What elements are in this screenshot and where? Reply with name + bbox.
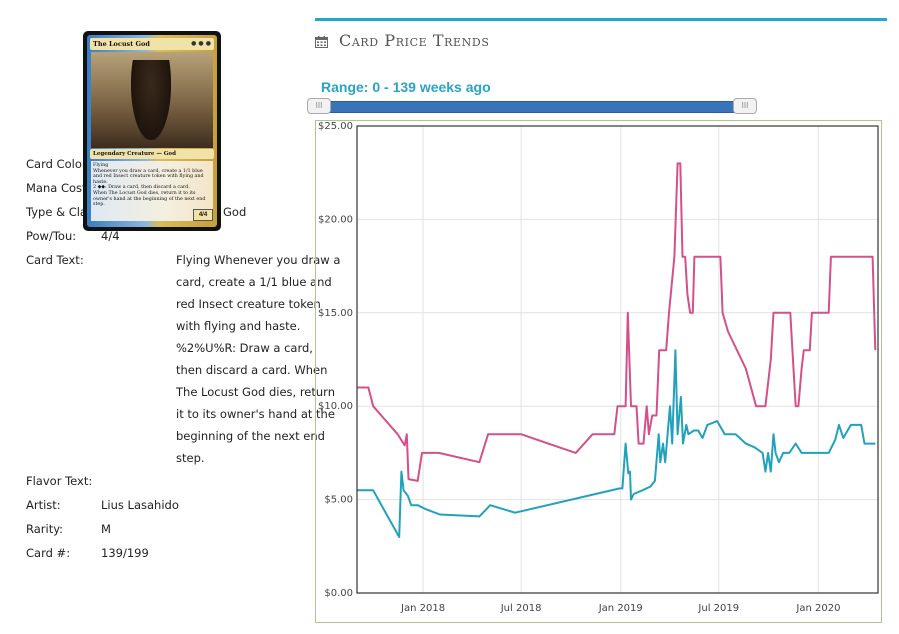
x-tick-label: Jul 2018 — [500, 603, 542, 614]
y-tick-label: $10.00 — [318, 401, 353, 412]
detail-label: Mana Cost: — [26, 181, 91, 195]
detail-row-color: Card Color: — [26, 152, 266, 176]
detail-label: Artist: — [26, 498, 61, 512]
range-slider-handle-min[interactable]: III — [307, 98, 331, 114]
locust-figure-icon — [131, 60, 171, 140]
y-tick-label: $5.00 — [324, 495, 353, 506]
x-tick-label: Jul 2019 — [697, 603, 739, 614]
card-image-title: The Locust God ● ● ● — [90, 38, 214, 50]
detail-row-cardnum: Card #: 139/199 — [26, 541, 266, 565]
card-image-rules: Flying Whenever you draw a card, create … — [91, 161, 213, 221]
card-frame: The Locust God ● ● ● Legendary Creature … — [87, 35, 217, 227]
card-text-value: Flying Whenever you draw a card, create … — [176, 253, 341, 465]
detail-value: 139/199 — [101, 546, 149, 560]
page-title: Card Price Trends — [339, 31, 490, 50]
card-image-pt: 4/4 — [193, 209, 213, 221]
card-details: Card Color: Mana Cost: Type & Class: God… — [26, 152, 340, 565]
range-label: Range: 0 - 139 weeks ago — [321, 79, 491, 95]
y-tick-label: $15.00 — [318, 308, 353, 319]
price-series-line-1[interactable] — [357, 349, 876, 538]
detail-label: Card Color: — [26, 157, 91, 171]
card-art — [91, 52, 213, 148]
range-slider-handle-max[interactable]: III — [733, 98, 757, 114]
card-image[interactable]: The Locust God ● ● ● Legendary Creature … — [83, 31, 221, 231]
detail-row-artist: Artist: Lius Lasahido — [26, 493, 266, 517]
y-tick-label: $0.00 — [324, 588, 353, 599]
mana-symbols-icon: ● ● ● — [191, 40, 211, 47]
detail-value: 4/4 — [101, 229, 120, 243]
detail-row-cardtext: Card Text: Flying Whenever you draw a ca… — [26, 248, 340, 469]
range-slider-track[interactable] — [318, 101, 750, 113]
x-tick-label: Jan 2019 — [598, 603, 643, 614]
calendar-icon — [315, 36, 328, 48]
detail-value: M — [101, 522, 111, 536]
detail-label: Pow/Tou: — [26, 229, 77, 243]
header-accent-bar — [315, 18, 887, 21]
detail-label: Card Text: — [26, 253, 84, 267]
detail-value: God — [223, 205, 247, 219]
detail-row-mana: Mana Cost: — [26, 176, 266, 200]
detail-row-powtou: Pow/Tou: 4/4 — [26, 224, 266, 248]
card-image-type: Legendary Creature — God — [90, 149, 214, 159]
x-tick-label: Jan 2018 — [400, 603, 445, 614]
plot-area-border — [356, 125, 879, 594]
detail-row-rarity: Rarity: M — [26, 517, 266, 541]
y-tick-label: $25.00 — [318, 121, 353, 132]
detail-row-flavor: Flavor Text: — [26, 469, 266, 493]
price-chart-svg: $0.00 $5.00 $10.00 $15.00 $20.00 $25.00 Jan 2… — [315, 120, 882, 623]
chart-outer-border — [315, 120, 882, 623]
card-image-title-text: The Locust God — [93, 40, 150, 48]
price-series-line-0[interactable] — [357, 162, 877, 482]
price-chart: $0.00 $5.00 $10.00 $15.00 $20.00 $25.00 Jan 2… — [315, 120, 883, 629]
detail-label: Rarity: — [26, 522, 64, 536]
y-tick-label: $20.00 — [318, 214, 353, 225]
detail-label: Flavor Text: — [26, 474, 93, 488]
detail-label: Card #: — [26, 546, 71, 560]
x-tick-label: Jan 2020 — [795, 603, 840, 614]
detail-value: Lius Lasahido — [101, 498, 179, 512]
